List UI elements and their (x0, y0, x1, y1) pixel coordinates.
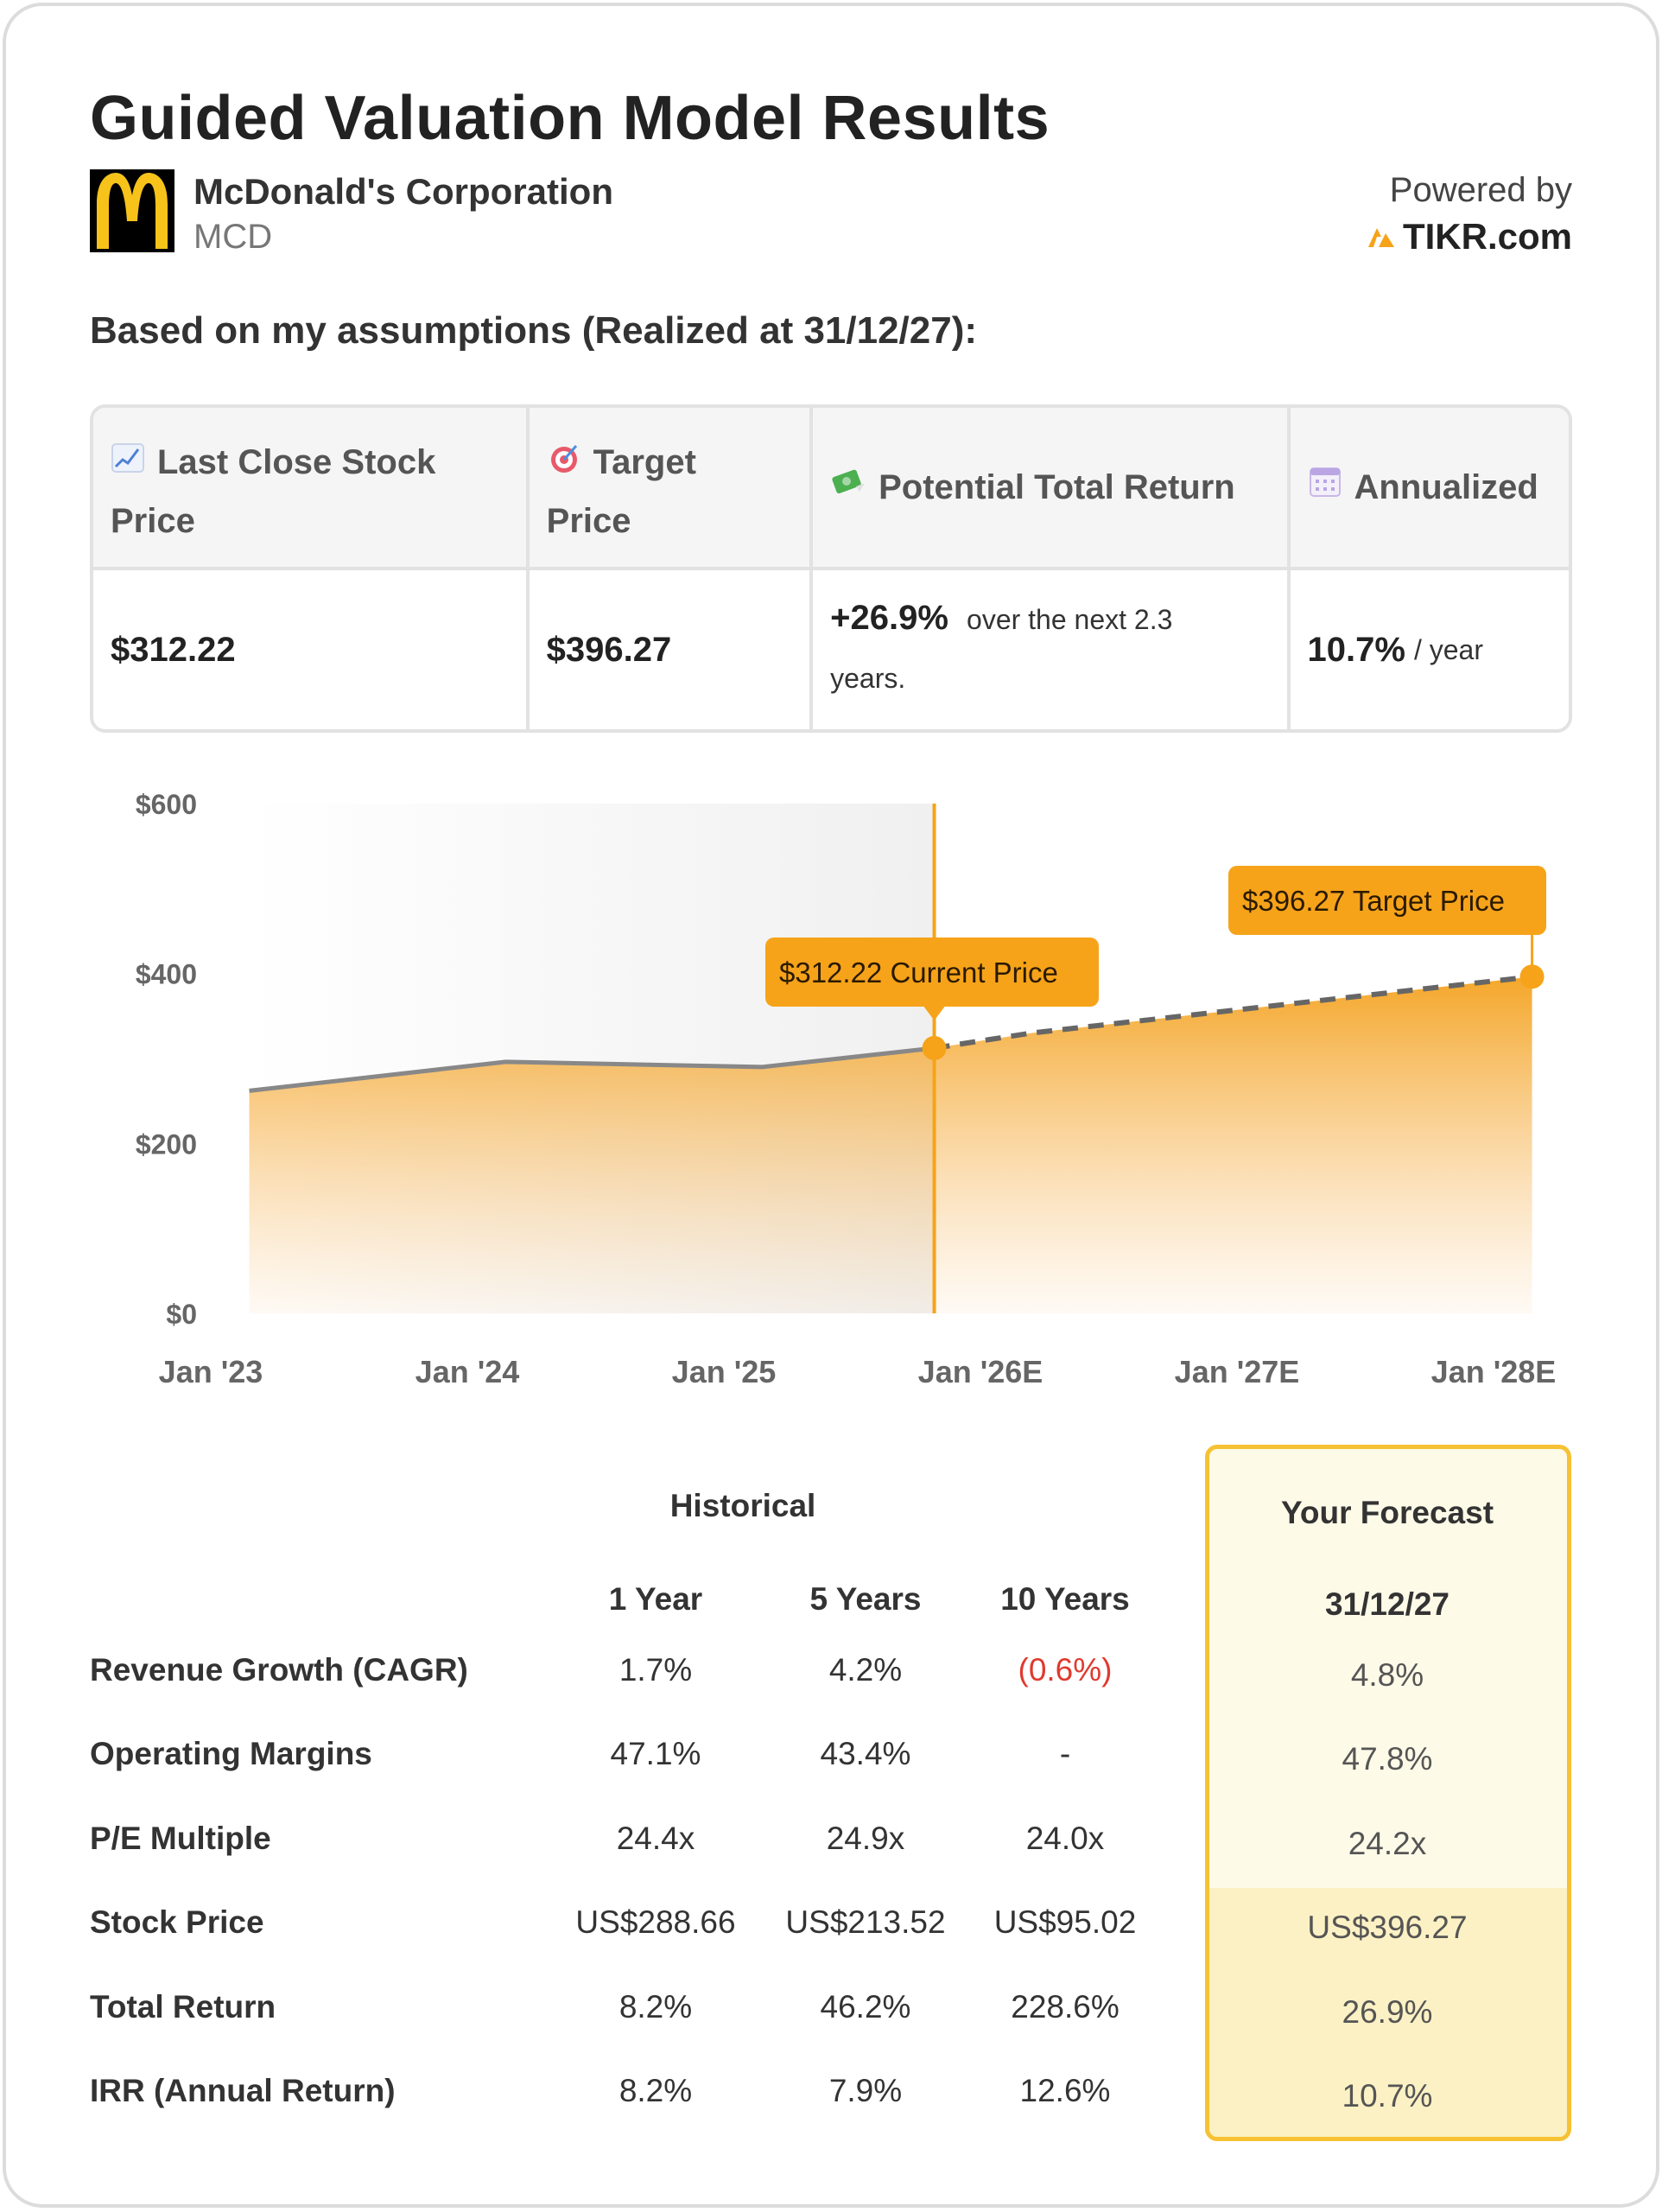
price-chart: $600 $400 $200 $0 Jan '23 Jan '24 Jan '25 Jan '… (136, 789, 1557, 1389)
x-tick-label: Jan '27E (1175, 1354, 1300, 1389)
table-cell: 43.4% (820, 1736, 911, 1772)
target-header: Target Price (529, 408, 810, 570)
table-cell: 24.9x (826, 1820, 905, 1856)
chart-increasing-icon (111, 435, 145, 493)
target-label: Target (593, 443, 696, 481)
table-cell: 8.2% (618, 2073, 693, 2108)
annualized-header: Annualized (1290, 408, 1569, 570)
table-cell: 4.2% (828, 1652, 903, 1688)
forecast-date-header: 31/12/27 (1324, 1586, 1450, 1622)
table-cell: US$95.02 (993, 1904, 1137, 1941)
target-column: Target Price $396.27 (529, 408, 814, 729)
last-close-header: Last Close Stock Price (93, 408, 526, 570)
x-tick-label: Jan '25 (672, 1354, 777, 1389)
forecast-cell: 47.8% (1342, 1741, 1433, 1777)
current-price-label-box (765, 938, 1099, 1007)
tikr-brand-text: TIKR.com (1402, 216, 1572, 257)
target-icon (547, 435, 581, 493)
return-header: Potential Total Return (813, 408, 1287, 570)
last-close-label-line2: Price (111, 502, 195, 541)
forecast-series-line (934, 974, 1532, 1051)
tikr-brand[interactable]: TIKR.com (1367, 216, 1572, 257)
target-label-line2: Price (546, 502, 631, 541)
annualized-value: 10.7% (1307, 630, 1405, 669)
table-cell: 8.2% (618, 1988, 693, 2024)
annualized-column: Annualized 10.7% / year (1290, 408, 1569, 729)
forecast-cell: 10.7% (1342, 2078, 1433, 2113)
annualized-suffix: / year (1413, 633, 1483, 665)
historical-header: Historical (669, 1488, 816, 1523)
row-label: Stock Price (90, 1904, 264, 1941)
x-tick-label: Jan '23 (159, 1354, 263, 1389)
return-value-cell: +26.9% over the next 2.3 years. (813, 570, 1286, 729)
ticker: MCD (193, 218, 273, 256)
forecast-cell: US$396.27 (1307, 1910, 1468, 1946)
last-close-value: $312.22 (111, 630, 236, 669)
x-tick-label: Jan '24 (416, 1354, 520, 1389)
current-price-label-pointer (923, 1007, 945, 1020)
table-cell: 228.6% (1011, 1988, 1120, 2024)
row-label: Operating Margins (90, 1736, 372, 1772)
page-title: Guided Valuation Model Results (90, 84, 1050, 153)
row-label: IRR (Annual Return) (90, 2073, 396, 2108)
calendar-icon (1308, 459, 1342, 516)
table-cell: US$288.66 (575, 1904, 736, 1941)
row-label: Revenue Growth (CAGR) (90, 1652, 468, 1688)
table-cell: 24.4x (616, 1820, 695, 1856)
column-header-1: 1 Year (608, 1581, 703, 1617)
y-tick-label: $0 (166, 1299, 197, 1330)
money-wings-icon (830, 459, 866, 516)
return-label: Potential Total Return (879, 468, 1235, 506)
row-label: P/E Multiple (90, 1820, 271, 1856)
x-tick-label: Jan '28E (1431, 1354, 1557, 1389)
table-cell: US$213.52 (785, 1904, 946, 1941)
forecast-cell: 26.9% (1342, 1993, 1433, 2030)
historical-series-line (249, 1046, 935, 1093)
table-cell: 7.9% (828, 2073, 903, 2108)
last-close-label: Last Close Stock (157, 443, 436, 481)
table-cell: 46.2% (820, 1988, 911, 2024)
annualized-value-cell: 10.7% / year (1291, 570, 1569, 729)
y-tick-label: $200 (136, 1128, 197, 1160)
forecast-result-shade (1209, 1888, 1567, 2137)
x-tick-label: Jan '26E (918, 1354, 1044, 1389)
table-cell: 1.7% (618, 1652, 693, 1688)
row-label: Total Return (90, 1988, 276, 2024)
y-tick-label: $600 (136, 789, 197, 820)
target-value: $396.27 (546, 630, 672, 669)
current-price-label: $312.22 Current Price (779, 957, 1058, 988)
annualized-label: Annualized (1354, 468, 1538, 506)
table-cell: 47.1% (610, 1736, 701, 1772)
forecast-cell: 4.8% (1350, 1657, 1424, 1693)
company-logo (90, 169, 174, 252)
table-cell: 12.6% (1019, 2073, 1111, 2108)
column-header-3: 10 Years (1000, 1581, 1130, 1617)
table-cell: - (1059, 1736, 1071, 1772)
target-price-label: $396.27 Target Price (1242, 885, 1505, 917)
current-price-point (922, 1035, 947, 1060)
forecast-highlight (1205, 1445, 1571, 2141)
forecast-header: Your Forecast (1280, 1495, 1494, 1530)
forecast-cell: 24.2x (1348, 1825, 1427, 1861)
summary-table: Last Close Stock Price $312.22 Target Pr… (90, 404, 1572, 733)
last-close-column: Last Close Stock Price $312.22 (93, 408, 530, 729)
column-header-2: 5 Years (809, 1581, 922, 1617)
tikr-logo-icon (1367, 228, 1394, 247)
target-price-label-box (1228, 866, 1546, 935)
return-value: +26.9% (830, 599, 948, 637)
price-area (249, 976, 1532, 1313)
table-cell: (0.6%) (1018, 1652, 1113, 1688)
return-suffix-line2: years. (830, 663, 906, 694)
assumptions-heading: Based on my assumptions (Realized at 31/… (90, 309, 978, 352)
return-column: Potential Total Return +26.9% over the n… (813, 408, 1291, 729)
return-suffix: over the next 2.3 (967, 604, 1173, 635)
powered-by-label: Powered by (1389, 171, 1572, 209)
y-tick-label: $400 (136, 959, 197, 990)
table-cell: 24.0x (1025, 1820, 1105, 1856)
company-name: McDonald's Corporation (193, 171, 613, 212)
